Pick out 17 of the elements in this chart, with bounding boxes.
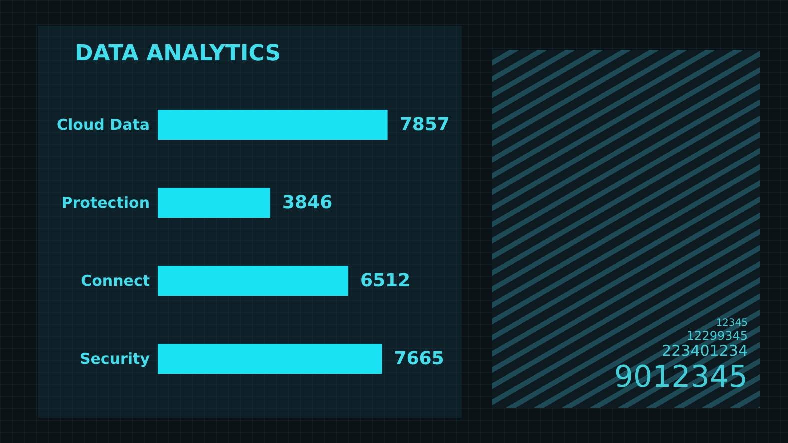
text: 223401234 [661,342,748,361]
chart-title: DATA ANALYTICS [75,42,282,66]
data-label: 3846 [282,192,333,214]
y-tick-label: Connect [81,272,150,290]
data-label: 7857 [400,114,450,136]
data-label: 6512 [360,270,411,292]
bar [158,266,348,296]
y-tick-label: Cloud Data [57,116,150,134]
text: 9012345 [613,360,748,396]
bar [158,188,270,218]
text: 12345 [715,318,748,330]
text: 12299345 [686,328,748,344]
data-label: 7665 [394,348,444,370]
bar [158,110,388,140]
y-tick-label: Protection [62,194,150,212]
bar [158,344,382,374]
y-tick-label: Security [80,350,150,368]
